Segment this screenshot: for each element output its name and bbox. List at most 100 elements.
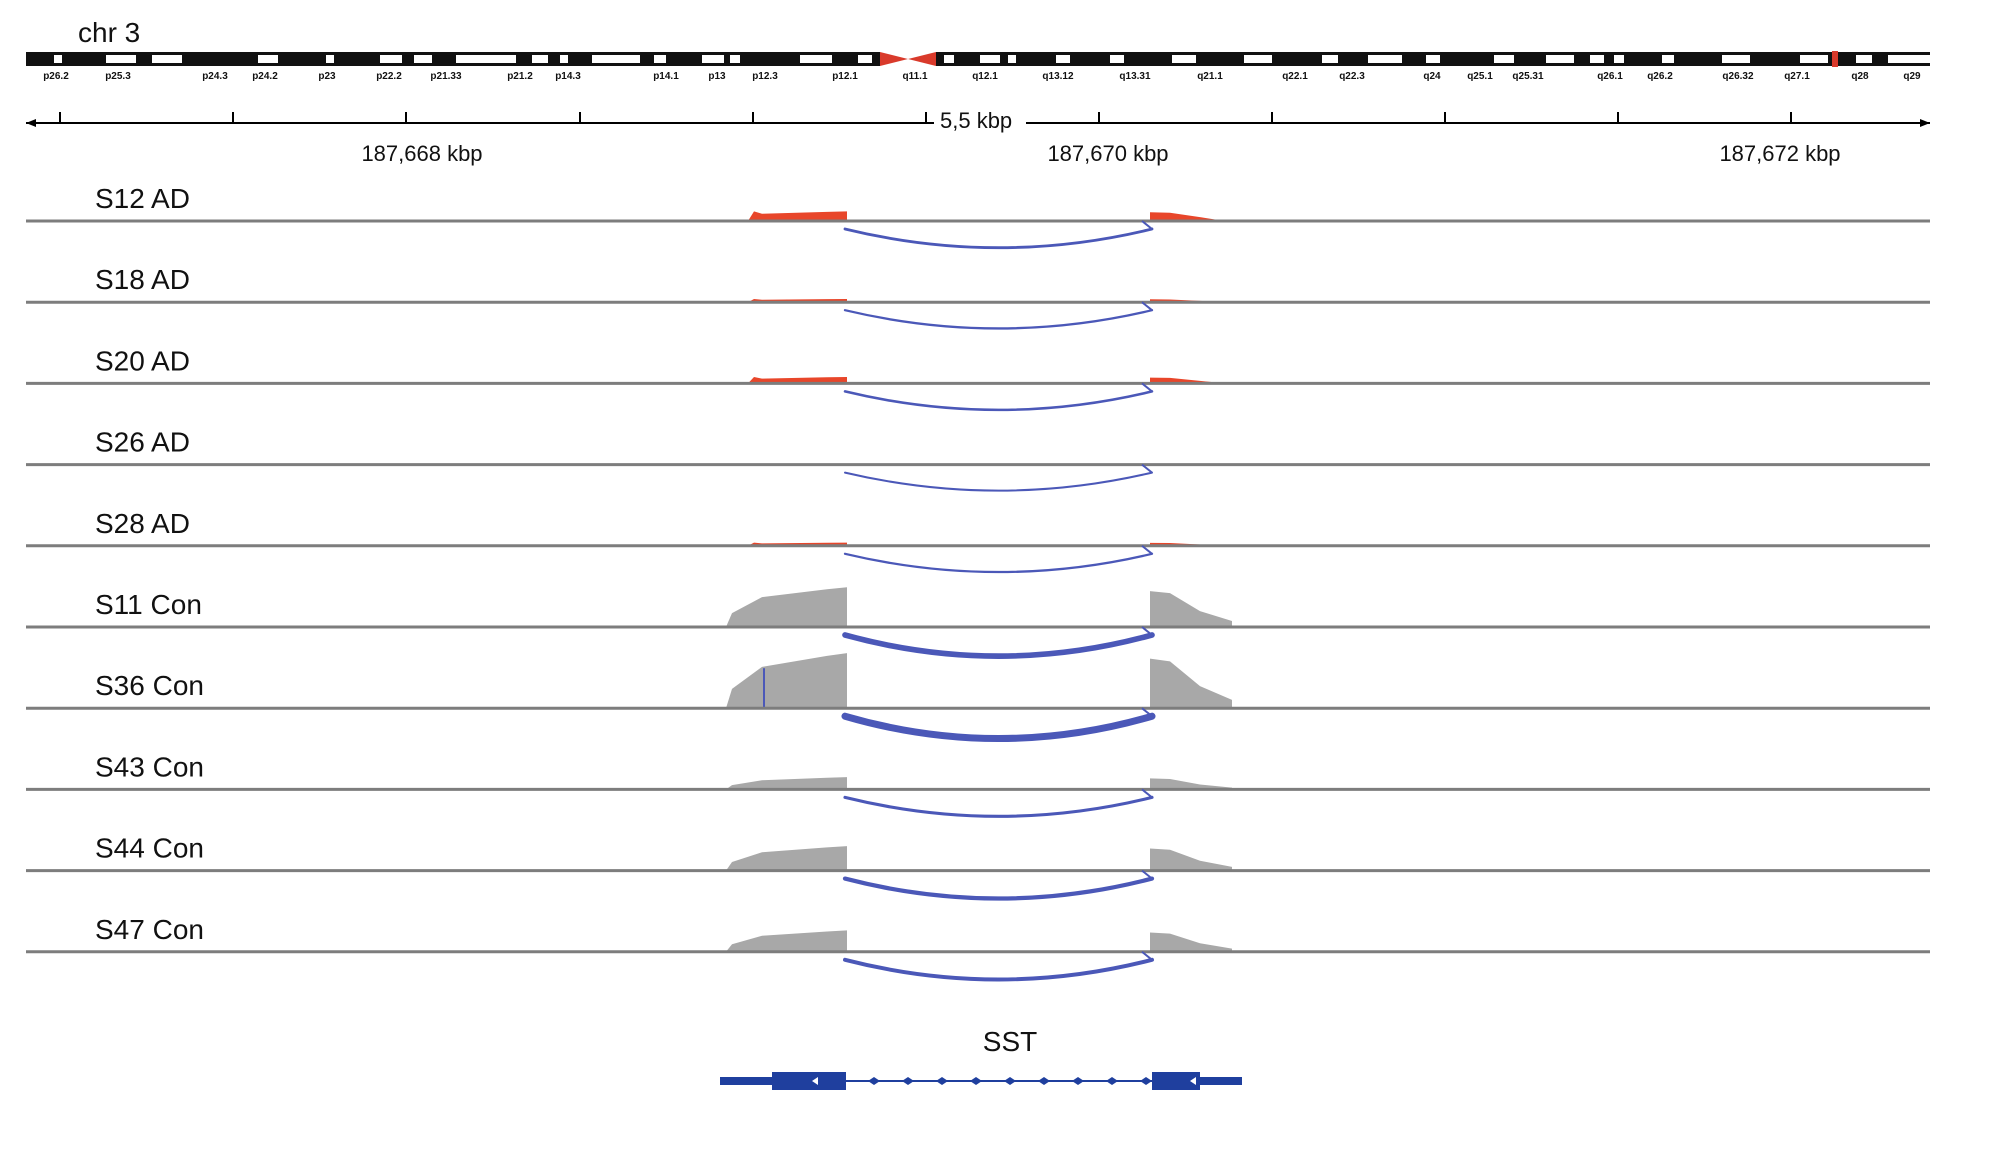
splice-junction-arc bbox=[841, 712, 1156, 743]
cytoband-light bbox=[1722, 55, 1750, 63]
coverage-right-exon bbox=[1150, 212, 1215, 221]
span-label-bg bbox=[934, 107, 1026, 131]
cytoband-light bbox=[1856, 55, 1872, 63]
cytoband-light bbox=[1368, 55, 1402, 63]
track-label: S18 AD bbox=[95, 264, 190, 295]
cytoband-label: p12.3 bbox=[752, 71, 778, 82]
utr-left bbox=[720, 1077, 772, 1085]
junction-end-hook bbox=[1141, 301, 1153, 311]
ruler-tick-label: 187,668 kbp bbox=[361, 141, 482, 166]
junction-end-hook bbox=[1141, 951, 1153, 961]
centromere-p bbox=[880, 52, 908, 66]
cytoband-labels: p26.2 p25.3 p24.3 p24.2 p23 p22.2 p21.33 p21.2 p… bbox=[43, 71, 1921, 82]
cytoband-label: p23 bbox=[318, 71, 336, 82]
cytoband-light bbox=[456, 55, 516, 63]
splice-junction-arc bbox=[843, 227, 1154, 250]
cytoband-light bbox=[1888, 55, 1930, 63]
cytoband-light bbox=[702, 55, 724, 63]
coverage-left-exon bbox=[748, 376, 847, 384]
cytoband-label: p26.2 bbox=[43, 71, 69, 82]
cytoband-label: p25.3 bbox=[105, 71, 131, 82]
coverage-right-exon bbox=[1150, 778, 1232, 790]
coverage-left-exon bbox=[726, 846, 847, 871]
cytoband-label: q29 bbox=[1903, 71, 1921, 82]
cytoband-label: p14.3 bbox=[555, 71, 581, 82]
cytoband-light bbox=[1056, 55, 1070, 63]
centromere-q bbox=[908, 52, 936, 66]
splice-junction-arc bbox=[843, 390, 1154, 412]
track-s11-con: S11 Con bbox=[26, 587, 1930, 659]
exon-2 bbox=[1152, 1072, 1200, 1090]
track-label: S20 AD bbox=[95, 345, 190, 376]
cytoband-light bbox=[944, 55, 954, 63]
track-s20-ad: S20 AD bbox=[26, 345, 1930, 412]
cytoband-label: q26.2 bbox=[1647, 71, 1673, 82]
coverage-left-exon bbox=[726, 587, 847, 627]
junction-end-hook bbox=[1141, 707, 1153, 717]
cytoband-light bbox=[1244, 55, 1272, 63]
cytoband-light bbox=[1662, 55, 1674, 63]
cytoband-label: q21.1 bbox=[1197, 71, 1223, 82]
cytoband-light bbox=[1322, 55, 1338, 63]
track-label: S44 Con bbox=[95, 833, 204, 864]
cytoband-label: q27.1 bbox=[1784, 71, 1810, 82]
utr-right bbox=[1200, 1077, 1242, 1085]
coverage-right-exon bbox=[1150, 591, 1232, 627]
track-s43-con: S43 Con bbox=[26, 751, 1930, 818]
strand-arrows bbox=[868, 1077, 1152, 1085]
current-region-marker bbox=[1832, 51, 1838, 67]
splice-junction-arc bbox=[843, 795, 1154, 818]
track-s47-con: S47 Con bbox=[26, 914, 1930, 982]
cytoband-light bbox=[1546, 55, 1574, 63]
cytoband-label: q22.3 bbox=[1339, 71, 1365, 82]
cytoband-light bbox=[1614, 55, 1624, 63]
splice-junction-arc bbox=[843, 957, 1154, 982]
cytoband-light bbox=[654, 55, 666, 63]
ruler-left-arrow-icon bbox=[26, 119, 36, 127]
cytoband-label: q26.1 bbox=[1597, 71, 1623, 82]
cytoband-light bbox=[326, 55, 334, 63]
splice-junction-arc bbox=[843, 309, 1154, 330]
cytoband-label: p22.2 bbox=[376, 71, 402, 82]
cytoband-light bbox=[106, 55, 136, 63]
cytoband-light bbox=[1426, 55, 1440, 63]
gene-name-label: SST bbox=[983, 1026, 1037, 1057]
cytoband-label: q13.12 bbox=[1042, 71, 1074, 82]
cytoband-light bbox=[858, 55, 872, 63]
coverage-right-exon bbox=[1150, 932, 1232, 952]
cytoband-light bbox=[1008, 55, 1016, 63]
junction-end-hook bbox=[1141, 545, 1153, 555]
splice-junction-arc bbox=[844, 471, 1153, 492]
junction-end-hook bbox=[1141, 382, 1153, 393]
cytoband-label: q25.31 bbox=[1512, 71, 1544, 82]
cytoband-label: q24 bbox=[1423, 71, 1441, 82]
track-label: S28 AD bbox=[95, 508, 190, 539]
cytoband-label: p12.1 bbox=[832, 71, 858, 82]
cytoband-label: q13.31 bbox=[1119, 71, 1151, 82]
cytoband-light bbox=[532, 55, 548, 63]
cytoband-light bbox=[152, 55, 182, 63]
intron-strand-arrow-icon bbox=[1106, 1077, 1118, 1085]
coverage-right-exon bbox=[1150, 658, 1232, 709]
cytoband-label: q22.1 bbox=[1282, 71, 1308, 82]
cytoband-label: p24.2 bbox=[252, 71, 278, 82]
cytoband-light bbox=[414, 55, 432, 63]
splice-junction-arc bbox=[843, 552, 1154, 574]
intron-strand-arrow-icon bbox=[868, 1077, 880, 1085]
intron-strand-arrow-icon bbox=[1072, 1077, 1084, 1085]
intron-strand-arrow-icon bbox=[1004, 1077, 1016, 1085]
intron-strand-arrow-icon bbox=[936, 1077, 948, 1085]
cytoband-light bbox=[54, 55, 62, 63]
cytoband-light bbox=[560, 55, 568, 63]
cytoband-light bbox=[1800, 55, 1828, 63]
track-label: S12 AD bbox=[95, 183, 190, 214]
exon-strand-arrow-icon bbox=[812, 1077, 818, 1085]
cytoband-label: q11.1 bbox=[902, 71, 927, 82]
cytoband-label: p21.2 bbox=[507, 71, 533, 82]
track-label: S47 Con bbox=[95, 914, 204, 945]
cytoband-label: p13 bbox=[708, 71, 726, 82]
splice-junction-arc bbox=[842, 632, 1155, 659]
cytoband-light bbox=[1110, 55, 1124, 63]
